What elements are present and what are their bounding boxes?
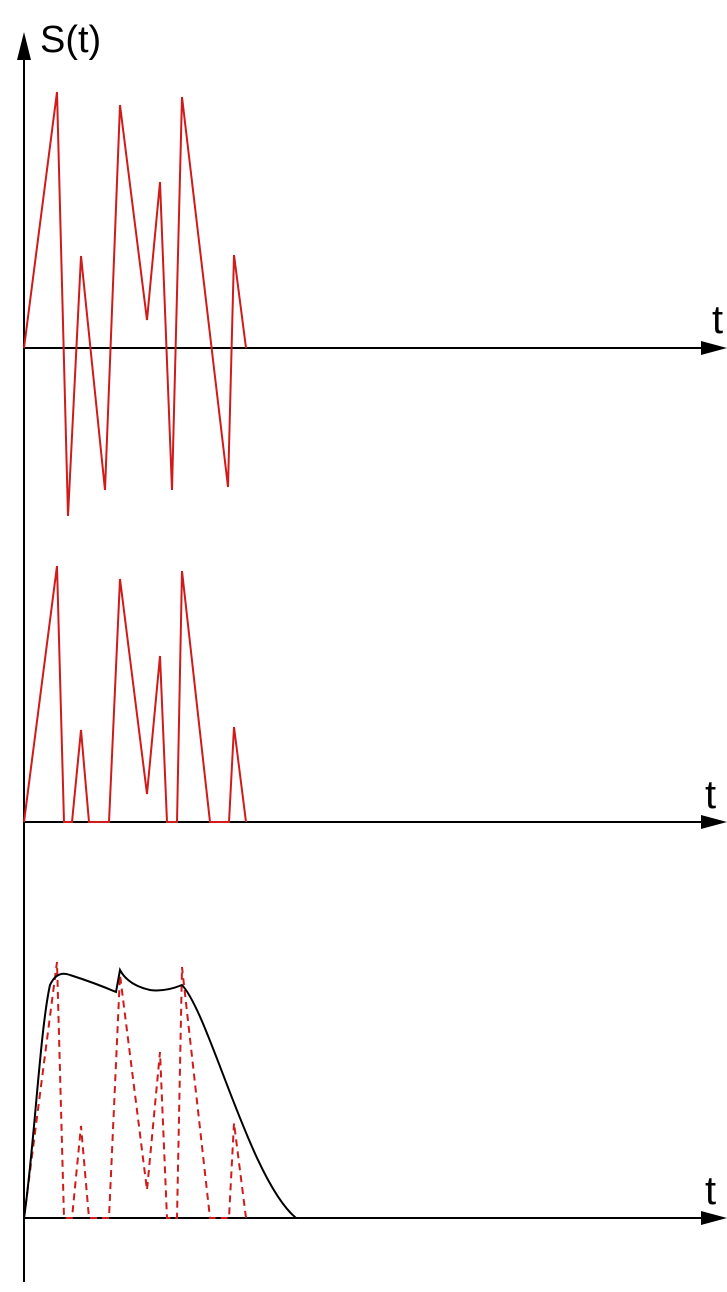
rectified-signal-trace (23, 565, 247, 823)
t-axis-arrow-icon-3 (701, 1211, 727, 1225)
t-axis-label-3: t (705, 1169, 716, 1213)
y-axis-label: S(t) (40, 19, 101, 61)
t-axis-arrow-icon-2 (701, 815, 727, 829)
t-axis-arrow-icon-1 (701, 341, 727, 355)
t-axis-label-1: t (712, 298, 723, 342)
t-axis-label-2: t (705, 773, 716, 817)
dashed-rectified-trace (23, 961, 247, 1219)
envelope-curve (23, 966, 297, 1219)
y-axis-arrow-icon (17, 32, 31, 60)
bipolar-signal-trace (23, 91, 247, 517)
